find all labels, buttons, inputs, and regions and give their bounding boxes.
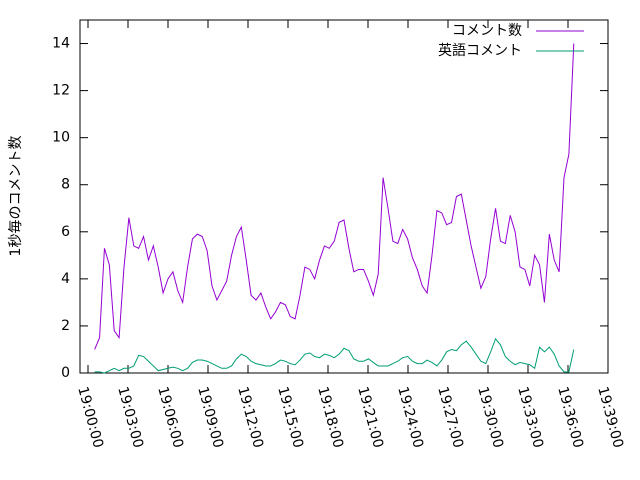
x-tick-label: 19:03:00 <box>114 385 146 450</box>
legend-label: コメント数 <box>452 23 522 39</box>
y-tick-label: 4 <box>61 271 70 287</box>
x-tick-label: 19:18:00 <box>314 385 346 450</box>
legend-label: 英語コメント <box>438 42 522 59</box>
plot-border <box>79 19 609 374</box>
x-tick-label: 19:09:00 <box>194 385 226 450</box>
y-axis-label: 1秒毎のコメント数 <box>8 136 24 257</box>
x-tick-label: 19:24:00 <box>394 385 426 450</box>
y-tick-label: 6 <box>61 224 70 240</box>
y-tick-label: 8 <box>61 177 70 193</box>
x-tick-label: 19:21:00 <box>354 385 386 450</box>
x-tick-label: 19:06:00 <box>154 385 186 450</box>
x-tick-label: 19:27:00 <box>434 385 466 450</box>
x-tick-label: 19:33:00 <box>514 385 546 450</box>
series-line <box>94 337 575 374</box>
y-tick-label: 12 <box>52 83 70 99</box>
x-tick-label: 19:30:00 <box>474 385 506 450</box>
x-tick-label: 19:15:00 <box>274 385 306 450</box>
y-tick-label: 0 <box>61 365 70 381</box>
y-tick-label: 2 <box>61 318 70 334</box>
x-tick-label: 19:36:00 <box>554 385 586 450</box>
x-tick-label: 19:39:00 <box>594 385 626 450</box>
series-line <box>94 43 575 350</box>
y-tick-label: 14 <box>52 36 70 52</box>
y-tick-label: 10 <box>52 130 70 146</box>
x-tick-label: 19:00:00 <box>74 385 106 450</box>
x-tick-label: 19:12:00 <box>234 385 266 450</box>
